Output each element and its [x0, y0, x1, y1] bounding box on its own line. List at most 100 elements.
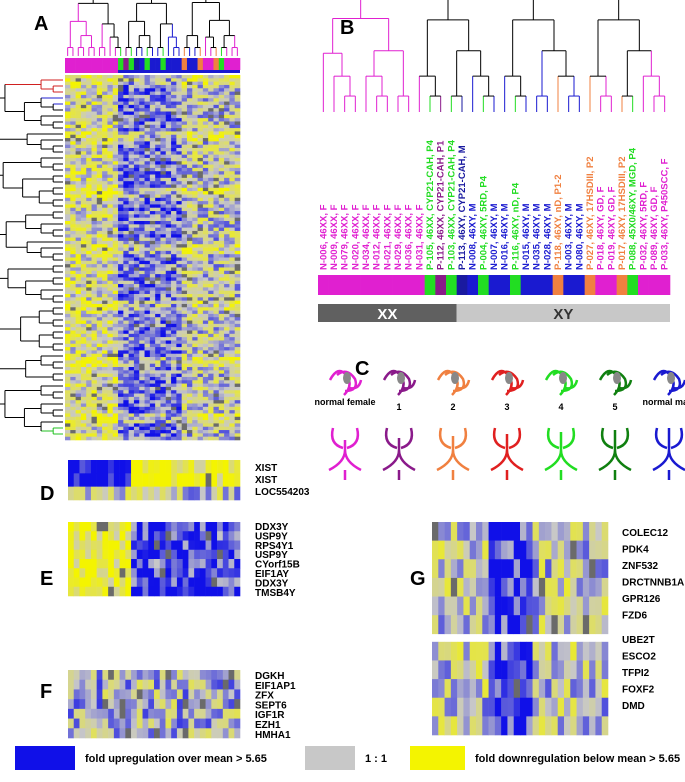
heat-cell	[200, 578, 206, 588]
heat-cell	[176, 387, 182, 391]
heat-cell	[224, 85, 230, 89]
heat-cell	[107, 194, 113, 198]
heat-cell	[160, 394, 166, 398]
heat-cell	[81, 350, 87, 354]
heat-cell	[187, 261, 193, 265]
heat-cell	[203, 271, 209, 275]
heat-cell	[113, 234, 119, 238]
heat-cell	[160, 367, 166, 371]
sample-color-cell	[361, 275, 372, 295]
heat-cell	[539, 597, 546, 616]
heat-cell	[123, 161, 129, 165]
heat-cell	[129, 334, 135, 338]
heat-cell	[107, 267, 113, 271]
heat-cell	[224, 75, 230, 79]
heat-cell	[76, 224, 82, 228]
heat-cell	[91, 473, 97, 487]
heat-cell	[145, 337, 151, 341]
heat-cell	[118, 340, 124, 344]
heat-cell	[166, 135, 172, 139]
heat-cell	[235, 254, 241, 258]
sample-color-cell	[86, 58, 92, 70]
heat-cell	[86, 98, 92, 102]
heat-cell	[129, 364, 135, 368]
heat-cell	[219, 181, 225, 185]
heat-cell	[70, 331, 76, 335]
heat-cell	[65, 228, 71, 232]
heat-cell	[123, 297, 129, 301]
heat-cell	[102, 148, 108, 152]
heat-cell	[139, 165, 145, 169]
heat-cell	[224, 158, 230, 162]
heat-cell	[118, 88, 124, 92]
heat-cell	[155, 354, 161, 358]
heat-cell	[102, 417, 108, 421]
heat-cell	[65, 181, 71, 185]
heat-cell	[176, 138, 182, 142]
heat-cell	[92, 75, 98, 79]
heat-cell	[166, 334, 172, 338]
heat-cell	[129, 251, 135, 255]
heat-cell	[92, 145, 98, 149]
heat-cell	[165, 709, 171, 719]
heat-cell	[432, 578, 439, 597]
heat-cell	[203, 311, 209, 315]
heat-cell	[234, 531, 240, 541]
heat-cell	[182, 204, 188, 208]
heat-cell	[229, 228, 235, 232]
heat-cell	[102, 267, 108, 271]
heat-cell	[211, 699, 217, 709]
heat-cell	[102, 88, 108, 92]
heat-cell	[188, 531, 194, 541]
heat-cell	[595, 559, 602, 578]
heat-cell	[203, 413, 209, 417]
heat-cell	[134, 370, 140, 374]
heat-cell	[589, 578, 596, 597]
heat-cell	[123, 254, 129, 258]
heat-cell	[188, 670, 194, 680]
heat-cell	[102, 191, 108, 195]
heat-cell	[235, 380, 241, 384]
heat-cell	[208, 360, 214, 364]
heat-cell	[171, 231, 177, 235]
heat-cell	[219, 105, 225, 109]
heat-cell	[192, 175, 198, 179]
heat-cell	[160, 331, 166, 335]
heat-cell	[76, 271, 82, 275]
heat-cell	[102, 427, 108, 431]
heat-cell	[102, 208, 108, 212]
heat-cell	[108, 689, 114, 699]
heat-cell	[118, 158, 124, 162]
heat-cell	[129, 344, 135, 348]
heat-cell	[160, 161, 166, 165]
heat-cell	[65, 244, 71, 248]
heat-cell	[129, 287, 135, 291]
heat-cell	[139, 410, 145, 414]
heat-cell	[155, 400, 161, 404]
sample-label: N-079, 46XX, F	[340, 204, 351, 270]
heat-cell	[166, 121, 172, 125]
heat-cell	[92, 307, 98, 311]
heat-cell	[129, 112, 135, 116]
heat-cell	[176, 131, 182, 135]
heat-cell	[86, 231, 92, 235]
heat-cell	[76, 204, 82, 208]
heat-cell	[182, 407, 188, 411]
heat-cell	[203, 380, 209, 384]
heat-cell	[235, 148, 241, 152]
heat-cell	[235, 234, 241, 238]
heat-cell	[182, 264, 188, 268]
heat-cell	[551, 522, 558, 541]
heat-cell	[92, 188, 98, 192]
heat-cell	[134, 327, 140, 331]
heat-cell	[188, 709, 194, 719]
heat-cell	[118, 168, 124, 172]
heat-cell	[102, 165, 108, 169]
heat-cell	[137, 578, 143, 588]
heat-cell	[65, 115, 71, 119]
heat-cell	[160, 198, 166, 202]
heat-cell	[187, 194, 193, 198]
heat-cell	[229, 340, 235, 344]
heat-cell	[192, 168, 198, 172]
heat-cell	[92, 158, 98, 162]
